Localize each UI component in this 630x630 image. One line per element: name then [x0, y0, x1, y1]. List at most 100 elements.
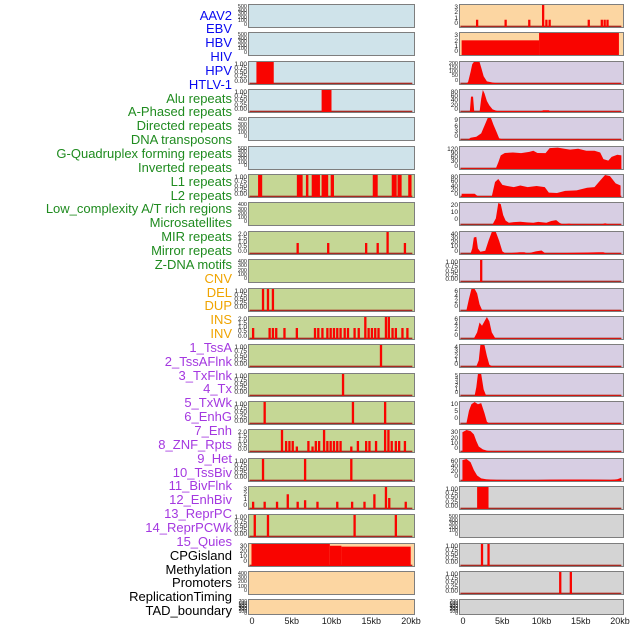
y-tick-label: 80: [450, 89, 458, 97]
y-axis-ticks: 1.00 0.75 0.50 0.25 0.00: [218, 514, 247, 538]
y-tick-label: 100: [237, 18, 247, 24]
y-tick-label: 10: [450, 209, 458, 217]
y-tick-label: 0.25: [234, 356, 247, 364]
y-tick-label: 0.25: [234, 385, 247, 393]
y-axis-ticks: 400 300 200 100 0: [218, 571, 247, 594]
y-tick-label: 200: [237, 267, 247, 274]
track-plot-left-8: [248, 202, 415, 227]
row-label: 14_ReprPCWk: [145, 519, 232, 535]
track-plot-right-1: [459, 4, 624, 28]
row-label: DNA transposons: [130, 132, 232, 148]
y-tick-label: 0.50: [445, 267, 458, 275]
y-tick-label: 1.00: [234, 457, 247, 465]
y-tick-label: 300: [237, 263, 247, 270]
row-label: CPGisland: [169, 547, 232, 563]
y-tick-label: 0.5: [237, 243, 247, 251]
track-plot-left-12: [248, 315, 415, 340]
y-axis-ticks: 1.00 0.75 0.50 0.25 0.00: [218, 401, 247, 425]
row-label: 10_TssBiv: [172, 464, 232, 480]
y-tick-label: 0.75: [445, 575, 458, 583]
y-tick-label: 6: [454, 122, 458, 130]
track-plot-left-3: [248, 60, 415, 85]
track-plot-left-19: [248, 514, 415, 539]
track-plot-left-20: [248, 542, 415, 567]
row-label: CNV: [204, 270, 232, 286]
y-tick-label: 0.5: [237, 441, 247, 449]
y-tick-label: 0.50: [445, 579, 458, 587]
y-tick-label: 2: [454, 352, 458, 360]
y-tick-label: 10: [239, 553, 247, 561]
track-plot-right-20: [459, 542, 624, 567]
row-label: Methylation: [165, 561, 232, 577]
y-tick-label: 600: [449, 600, 458, 607]
track-plot-left-9: [248, 230, 415, 255]
y-axis-ticks: 120 90 60 30 0: [429, 145, 458, 170]
y-axis-ticks: 1.00 0.75 0.50 0.25 0.00: [218, 174, 247, 198]
y-tick-label: 0: [454, 216, 458, 224]
y-tick-label: 0.50: [234, 409, 247, 417]
y-tick-label: 4: [454, 344, 458, 352]
y-tick-label: 40: [450, 230, 458, 238]
y-tick-label: 20: [450, 202, 458, 210]
y-tick-label: 3: [454, 127, 458, 135]
y-tick-label: 0.25: [234, 470, 247, 478]
row-label: DEL: [206, 284, 232, 300]
y-tick-label: 500: [237, 145, 247, 152]
y-tick-label: 0.25: [445, 555, 458, 563]
track-plot-left-14: [248, 372, 415, 397]
y-tick-label: 200: [237, 156, 247, 163]
x-axis-label: 0: [460, 616, 466, 626]
y-tick-label: 120: [447, 145, 458, 153]
y-tick-label: 0.00: [234, 361, 247, 368]
y-tick-label: 400: [237, 7, 247, 14]
track-plot-right-19: [459, 514, 624, 539]
row-label: 8_ZNF_Rpts: [158, 436, 232, 452]
y-tick-label: 30: [450, 429, 458, 437]
y-tick-label: 1.5: [237, 433, 247, 441]
y-tick-label: 10: [450, 400, 458, 408]
track-plot-left-13: [248, 344, 415, 369]
row-label: HTLV-1: [188, 76, 232, 92]
y-tick-label: 0.75: [445, 546, 458, 554]
row-label: 2_TssAFlnk: [164, 353, 232, 369]
y-tick-label: 0: [454, 133, 458, 141]
y-tick-label: 30: [450, 158, 458, 166]
y-tick-label: 400: [237, 149, 247, 156]
y-tick-label: 0.5: [237, 328, 247, 336]
track-plot-left-4: [248, 89, 415, 114]
y-tick-label: 0.0: [237, 332, 247, 340]
y-tick-label: 0.00: [445, 587, 458, 595]
y-tick-label: 300: [237, 39, 247, 46]
x-axis-label: 20kb: [610, 616, 630, 626]
x-axis-label: 5kb: [284, 616, 300, 626]
track-plot-right-14: [459, 372, 624, 397]
y-axis-ticks: 1.00 0.75 0.50 0.25 0.00: [218, 89, 247, 113]
y-tick-label: 1.00: [234, 60, 247, 68]
y-tick-label: 1: [243, 496, 247, 504]
y-tick-label: 200: [448, 60, 458, 67]
y-tick-label: 0.50: [234, 182, 247, 190]
row-label: DUP: [204, 298, 232, 314]
row-label: A-Phased repeats: [127, 104, 232, 120]
y-axis-ticks: 400 300 200 100 0: [218, 203, 247, 226]
y-tick-label: 100: [449, 609, 458, 616]
y-tick-label: 1.00: [445, 571, 458, 578]
y-tick-label: 0: [454, 445, 458, 452]
y-axis-ticks: 1.00 0.75 0.50 0.25 0.00: [218, 457, 247, 482]
y-tick-label: 30: [450, 235, 458, 242]
y-tick-label: 0.00: [234, 105, 247, 113]
row-label: ReplicationTiming: [129, 589, 232, 605]
row-label: TAD_boundary: [145, 603, 232, 619]
x-axis-label: 10kb: [321, 616, 342, 626]
y-axis-ticks: 400 300 200 100 0: [218, 259, 247, 282]
track-plot-right-22: [459, 599, 624, 616]
track-plot-right-8: [459, 202, 624, 227]
y-tick-label: 100: [237, 130, 247, 136]
y-tick-label: 200: [237, 210, 247, 217]
y-tick-label: 50: [451, 73, 458, 80]
y-axis-ticks: 1.00 0.75 0.50 0.25 0.00: [429, 486, 458, 510]
y-axis-ticks: 30 20 10 0: [218, 543, 247, 566]
y-tick-label: 1.0: [237, 324, 247, 332]
